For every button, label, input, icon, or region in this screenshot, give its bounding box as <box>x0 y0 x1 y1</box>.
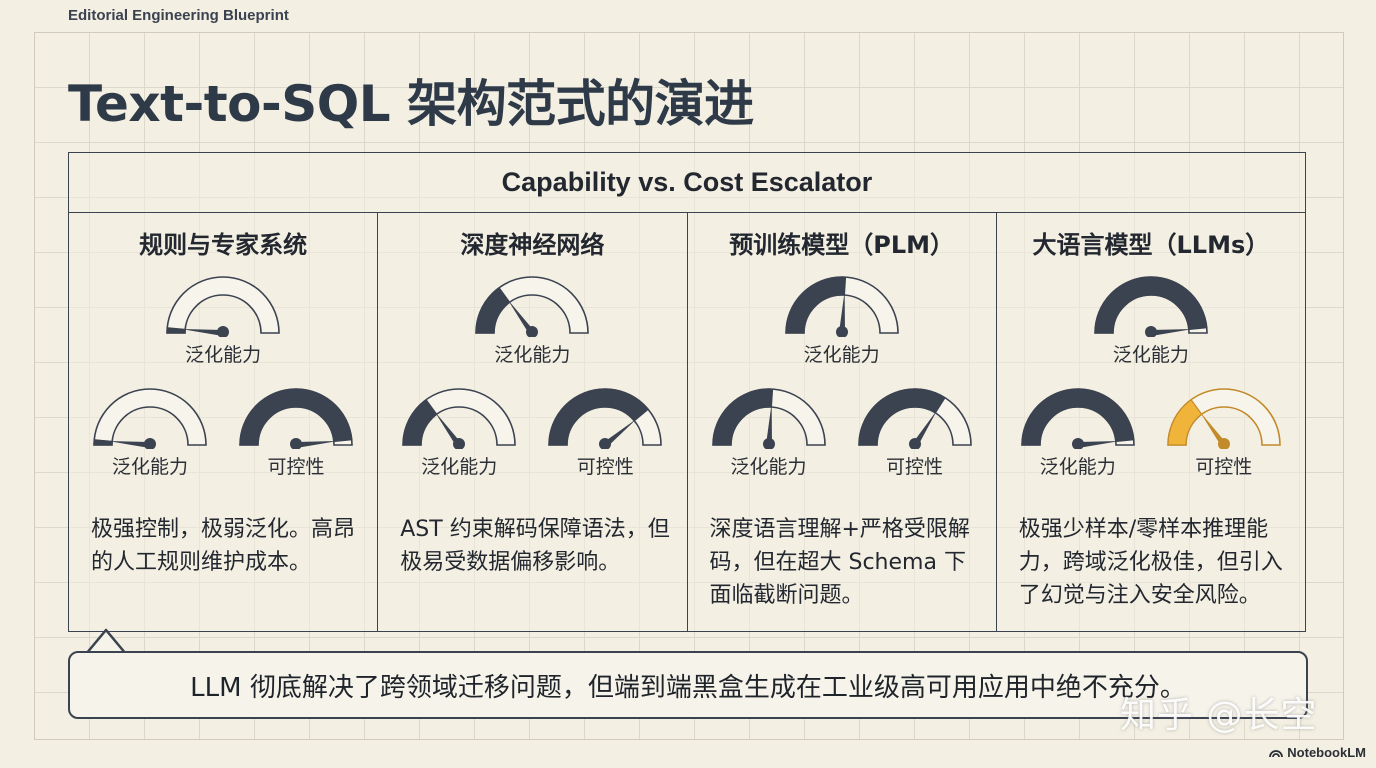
stage-column-llms: 大语言模型（LLMs） 泛化能力 泛化能力 可控性 极强少样本/零样本推理能力，… <box>997 213 1305 631</box>
stage-column-plm: 预训练模型（PLM） 泛化能力 泛化能力 可控性 深度语言理解+严格受限解码，但… <box>688 213 997 631</box>
gauge-fill <box>1021 388 1135 446</box>
stage-title: 大语言模型（LLMs） <box>1032 231 1270 259</box>
gauge-fill <box>711 388 773 446</box>
stage-description: AST 约束解码保障语法，但极易受数据偏移影响。 <box>400 517 670 575</box>
generalization-gauge-icon <box>1020 388 1135 449</box>
gauge-label: 可控性 <box>267 456 325 478</box>
controllability-gauge-icon <box>548 388 663 449</box>
gauge-track <box>475 276 590 334</box>
gauge-track <box>402 388 517 446</box>
controllability-gauge-icon <box>1166 388 1281 449</box>
comparison-panel: Capability vs. Cost Escalator 规则与专家系统 泛化… <box>68 152 1306 632</box>
left-gauge: 泛化能力 <box>1017 387 1139 479</box>
stage-title: 预训练模型（PLM） <box>729 231 954 259</box>
gauge-label: 泛化能力 <box>1039 456 1116 478</box>
brand-label: NotebookLM <box>1287 745 1366 760</box>
gauge-hub <box>144 438 156 449</box>
gauge-label: 泛化能力 <box>803 344 880 366</box>
gauge-label: 泛化能力 <box>111 456 188 478</box>
kicker-label: Editorial Engineering Blueprint <box>68 7 289 24</box>
generalization-gauge-icon <box>402 388 517 449</box>
gauge-hub <box>835 326 848 337</box>
right-gauge: 可控性 <box>854 387 976 479</box>
generalization-gauge-icon <box>1094 276 1208 337</box>
gauge-hub <box>908 438 921 449</box>
top-gauge: 泛化能力 <box>688 275 996 367</box>
gauge-needle <box>838 291 845 334</box>
gauge-needle <box>434 411 462 447</box>
gauge-fill <box>1094 276 1208 334</box>
gauge-hub <box>599 438 612 449</box>
gauge-hub <box>526 326 539 337</box>
controllability-gauge-icon <box>857 388 972 449</box>
callout-box: LLM 彻底解决了跨领域迁移问题，但端到端黑盒生成在工业级高可用应用中绝不充分。 <box>68 651 1308 719</box>
gauge-hub <box>762 438 775 449</box>
gauge-label: 可控性 <box>885 456 943 478</box>
stage-description: 深度语言理解+严格受限解码，但在超大 Schema 下面临截断问题。 <box>709 517 970 608</box>
generalization-gauge-icon <box>93 388 207 449</box>
gauge-label: 泛化能力 <box>185 344 262 366</box>
gauge-needle <box>507 299 535 335</box>
gauge-label: 泛化能力 <box>1112 344 1189 366</box>
stage-columns: 规则与专家系统 泛化能力 泛化能力 可控性 极强控制，极弱泛化。高昂的人工规则维… <box>69 213 1305 631</box>
gauge-hub <box>1071 438 1084 449</box>
stage-title: 规则与专家系统 <box>139 231 308 259</box>
page-title: Text-to-SQL 架构范式的演进 <box>68 75 754 133</box>
gauge-fill <box>239 388 353 446</box>
generalization-gauge-icon <box>784 276 899 337</box>
left-gauge: 泛化能力 <box>398 387 520 479</box>
top-gauge: 泛化能力 <box>997 275 1305 367</box>
gauge-track <box>1166 388 1281 446</box>
gauge-needle <box>295 441 338 448</box>
generalization-gauge-icon <box>711 388 826 449</box>
gauge-needle <box>1199 411 1227 447</box>
notebooklm-logo-icon <box>1269 749 1284 757</box>
top-gauge: 泛化能力 <box>69 275 377 367</box>
gauge-needle <box>1077 441 1120 448</box>
stage-column-rules: 规则与专家系统 泛化能力 泛化能力 可控性 极强控制，极弱泛化。高昂的人工规则维… <box>69 213 379 631</box>
stage-column-dnn: 深度神经网络 泛化能力 泛化能力 可控性 AST 约束解码保障语法，但极易受数据… <box>378 213 688 631</box>
gauge-hub <box>453 438 466 449</box>
top-gauge: 泛化能力 <box>378 275 686 367</box>
stage-title: 深度神经网络 <box>460 231 605 259</box>
gauge-hub <box>290 438 302 449</box>
gauge-needle <box>181 329 224 336</box>
brand-badge: NotebookLM <box>1269 745 1366 760</box>
gauge-needle <box>603 418 638 448</box>
callout-text: LLM 彻底解决了跨领域迁移问题，但端到端黑盒生成在工业级高可用应用中绝不充分。 <box>190 672 1186 703</box>
gauge-needle <box>765 403 772 446</box>
right-gauge: 可控性 <box>235 387 357 479</box>
stage-description: 极强少样本/零样本推理能力，跨域泛化极佳，但引入了幻觉与注入安全风险。 <box>1018 517 1283 608</box>
gauge-needle <box>911 409 938 447</box>
gauge-fill <box>857 388 946 446</box>
gauge-fill <box>548 388 650 446</box>
right-gauge: 可控性 <box>1163 387 1285 479</box>
generalization-gauge-icon <box>475 276 590 337</box>
right-gauge: 可控性 <box>544 387 666 479</box>
gauge-label: 可控性 <box>576 456 634 478</box>
gauge-needle <box>108 441 151 448</box>
gauge-label: 可控性 <box>1195 456 1253 478</box>
gauge-hub <box>217 326 230 337</box>
generalization-gauge-icon <box>166 276 280 337</box>
gauge-label: 泛化能力 <box>494 344 571 366</box>
gauge-fill <box>1167 398 1203 446</box>
gauge-fill <box>402 398 438 446</box>
gauge-hub <box>1144 326 1157 337</box>
left-gauge: 泛化能力 <box>708 387 830 479</box>
gauge-needle <box>1150 329 1193 336</box>
watermark: 知乎 @长空 <box>1120 695 1318 736</box>
gauge-track <box>166 276 280 334</box>
gauge-track <box>93 388 207 446</box>
gauge-fill <box>785 276 846 334</box>
gauge-label: 泛化能力 <box>730 456 807 478</box>
controllability-gauge-icon <box>239 388 353 449</box>
stage-description: 极强控制，极弱泛化。高昂的人工规则维护成本。 <box>91 517 356 575</box>
gauge-fill <box>475 286 511 334</box>
left-gauge: 泛化能力 <box>89 387 211 479</box>
gauge-hub <box>1217 438 1230 449</box>
gauge-label: 泛化能力 <box>421 456 498 478</box>
callout-tail-icon <box>85 628 127 655</box>
panel-title: Capability vs. Cost Escalator <box>69 153 1305 213</box>
